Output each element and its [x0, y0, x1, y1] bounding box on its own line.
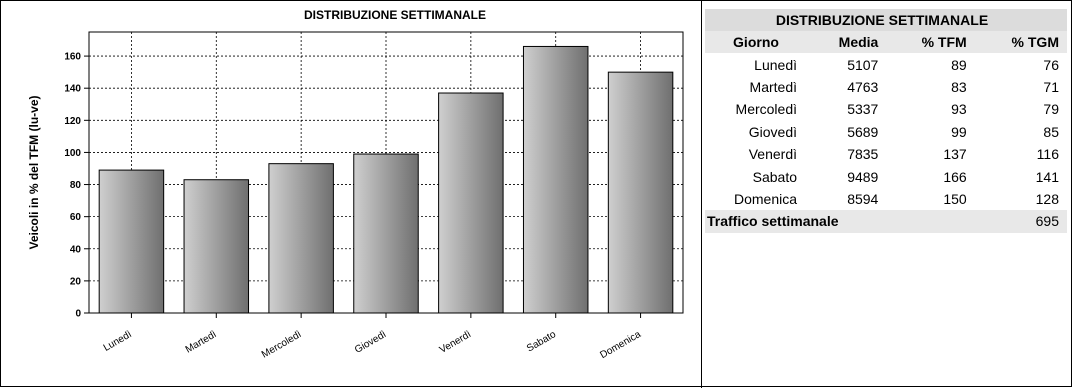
- y-tick-label: 40: [70, 244, 82, 255]
- bar: [98, 169, 165, 314]
- table-row: Venerdì 7835 137 116: [705, 143, 1067, 165]
- y-tick-label: 120: [64, 116, 81, 127]
- cell-tgm: 71: [1043, 78, 1059, 95]
- cell-giorno: Sabato: [752, 168, 797, 185]
- bar: [268, 163, 334, 314]
- table-row: Martedì 4763 83 71: [705, 76, 1067, 98]
- panel-divider: [701, 0, 702, 388]
- table-row: Mercoledì 5337 93 79: [705, 98, 1067, 120]
- cell-giorno: Lunedì: [754, 56, 797, 73]
- table-row: Sabato 9489 166 141: [705, 165, 1067, 187]
- header-tgm: % TGM: [974, 31, 1067, 54]
- bar: [353, 153, 419, 314]
- cell-tgm: 85: [1043, 123, 1059, 140]
- cell-giorno: Mercoledì: [735, 101, 797, 118]
- cell-giorno: Martedì: [749, 78, 797, 95]
- cell-tfm: 89: [951, 56, 967, 73]
- cell-tgm: 79: [1043, 101, 1059, 118]
- table-header-row: Giorno Media % TFM % TGM: [705, 31, 1067, 54]
- cell-giorno: Domenica: [733, 190, 797, 207]
- bar: [607, 71, 674, 314]
- x-tick-label: Lunedì: [102, 329, 134, 354]
- y-axis-label: Veicoli in % del TFM (lu-ve): [27, 95, 41, 249]
- cell-media: 7835: [847, 146, 879, 163]
- header-tfm: % TFM: [886, 31, 975, 54]
- cell-tfm: 137: [943, 146, 967, 163]
- table-title-row: DISTRIBUZIONE SETTIMANALE: [705, 9, 1067, 31]
- chart-title: DISTRIBUZIONE SETTIMANALE: [304, 8, 486, 22]
- bar: [183, 179, 250, 314]
- table-row: Giovedì 5689 99 85: [705, 121, 1067, 143]
- footer-value: 695: [974, 210, 1067, 233]
- table-panel: DISTRIBUZIONE SETTIMANALE Giorno Media %…: [705, 9, 1067, 233]
- bar-chart: DISTRIBUZIONE SETTIMANALE 0 20 40 60 80 100 120…: [27, 8, 684, 361]
- cell-media: 5689: [847, 123, 879, 140]
- x-tick-label: Giovedì: [353, 329, 389, 356]
- footer-label: Traffico settimanale: [705, 210, 975, 233]
- x-tick-label: Martedì: [184, 329, 219, 356]
- cell-media: 8594: [847, 190, 879, 207]
- cell-tgm: 141: [1035, 168, 1059, 185]
- cell-tfm: 99: [951, 123, 967, 140]
- header-media: Media: [807, 31, 887, 54]
- x-tick-label: Venerdì: [438, 329, 474, 356]
- y-tick-label: 0: [75, 309, 81, 320]
- cell-tfm: 93: [951, 101, 967, 118]
- y-tick-label: 80: [70, 180, 82, 191]
- y-tick-label: 60: [70, 212, 82, 223]
- y-tick-label: 100: [64, 148, 81, 159]
- cell-giorno: Venerdì: [748, 146, 797, 163]
- cell-tfm: 166: [943, 168, 967, 185]
- cell-tgm: 76: [1043, 56, 1059, 73]
- cell-media: 9489: [847, 168, 879, 185]
- y-tick-label: 20: [70, 276, 82, 287]
- x-tick-label: Domenica: [598, 329, 643, 361]
- x-tick-label: Sabato: [525, 329, 558, 355]
- x-tick-label: Mercoledì: [260, 329, 304, 361]
- weekly-distribution-table: DISTRIBUZIONE SETTIMANALE Giorno Media %…: [705, 9, 1067, 233]
- cell-tfm: 150: [943, 190, 967, 207]
- cell-media: 4763: [847, 78, 879, 95]
- table-row: Lunedì 5107 89 76: [705, 53, 1067, 75]
- cell-media: 5337: [847, 101, 879, 118]
- table-title: DISTRIBUZIONE SETTIMANALE: [705, 9, 1067, 31]
- cell-tgm: 116: [1036, 146, 1059, 163]
- cell-tfm: 83: [951, 78, 967, 95]
- table-row: Domenica 8594 150 128: [705, 188, 1067, 210]
- table-footer-row: Traffico settimanale 695: [705, 210, 1067, 233]
- bar: [438, 92, 504, 314]
- chart-panel: DISTRIBUZIONE SETTIMANALE 0 20 40 60 80 100 120…: [27, 8, 684, 361]
- cell-media: 5107: [847, 56, 879, 73]
- header-giorno: Giorno: [705, 31, 807, 54]
- cell-tgm: 128: [1035, 190, 1059, 207]
- y-tick-label: 160: [64, 52, 81, 63]
- cell-giorno: Giovedì: [748, 123, 797, 140]
- y-tick-label: 140: [64, 84, 81, 95]
- bar: [522, 45, 589, 314]
